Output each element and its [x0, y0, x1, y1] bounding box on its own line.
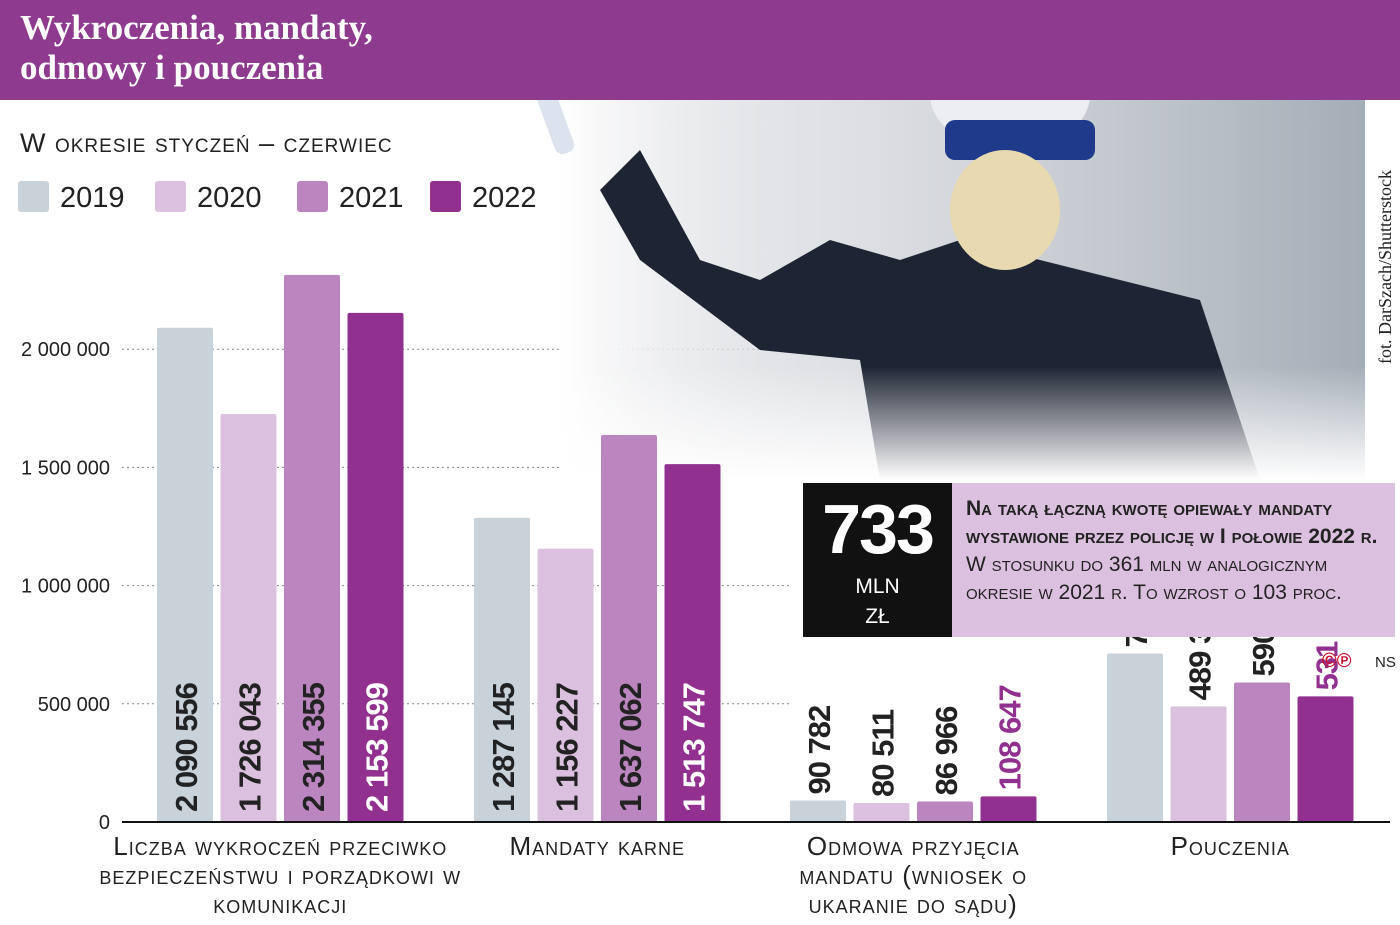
y-tick-label: 1 500 000: [21, 457, 110, 479]
legend-label: 2020: [197, 182, 262, 214]
callout-body: W stosunku do 361 mln w analogicznym okr…: [966, 553, 1342, 604]
bar: [1107, 653, 1163, 822]
bar: [347, 312, 404, 822]
legend-label: 2021: [339, 182, 404, 214]
y-tick-label: 2 000 000: [21, 339, 110, 361]
callout-unit: zł: [865, 597, 890, 630]
subtitle: W okresie styczeń – czerwiec: [20, 128, 393, 158]
legend-swatch: [18, 181, 49, 212]
value-label: 2 153 599: [360, 682, 395, 812]
value-label: 2 314 355: [296, 682, 331, 812]
bar: [220, 413, 277, 822]
callout-number: 733: [822, 490, 935, 568]
y-tick-label: 0: [99, 812, 110, 834]
bar: [1170, 706, 1227, 822]
plot: 0 500 000 1 000 000 1 500 000 2 000 000 2019 2…: [18, 181, 1390, 834]
legend-swatch: [430, 181, 461, 212]
bar: [284, 274, 340, 822]
bar: [474, 517, 530, 822]
callout-bold: Na taką łączną kwotę opiewały mandaty wy…: [966, 497, 1378, 548]
chart-title: Wykroczenia, mandaty, odmowy i pouczenia: [20, 8, 373, 87]
callout-unit: mln: [855, 567, 900, 600]
value-label: 90 782: [802, 706, 837, 795]
value-label: 108 647: [993, 685, 1028, 790]
photo-credit: fot. DarSzach/Shutterstock: [1375, 170, 1395, 364]
legend-label: 2022: [472, 182, 537, 214]
header-band: [0, 0, 1400, 100]
value-label: 80 511: [866, 709, 901, 797]
bar: [790, 800, 846, 822]
value-label: 1 726 043: [233, 682, 268, 812]
legend-swatch: [155, 181, 186, 212]
legend-swatch: [297, 181, 328, 212]
y-tick-label: 500 000: [38, 694, 110, 716]
bar: [537, 548, 594, 822]
value-label: 1 287 145: [486, 682, 521, 812]
bar: [917, 801, 973, 822]
bar: [853, 802, 910, 822]
value-label: 2 090 556: [169, 682, 204, 812]
value-label: 1 156 227: [550, 683, 585, 812]
x-tick-label: Pouczenia: [1170, 831, 1290, 861]
value-label: 1 513 747: [677, 683, 712, 812]
callout-text: Na taką łączną kwotę opiewały mandaty wy…: [952, 483, 1395, 637]
author: NS: [1375, 654, 1396, 671]
y-tick-label: 1 000 000: [21, 576, 110, 598]
bar: [601, 434, 657, 822]
legend-label: 2019: [60, 182, 125, 214]
x-tick-label: Odmowa przyjęcia mandatu (wniosek o ukar…: [799, 831, 1028, 919]
value-label: 1 637 062: [613, 683, 648, 812]
x-tick-label: Liczba wykroczeń przeciwko bezpieczeństw…: [99, 831, 462, 919]
bar: [1297, 696, 1354, 822]
bar: [1234, 682, 1290, 822]
bar: [157, 327, 213, 822]
callout-number-box: 733 mln zł: [803, 483, 952, 637]
bar: [980, 796, 1037, 822]
bar: [664, 464, 721, 822]
x-tick-label: Mandaty karne: [509, 831, 686, 861]
copyright: ©℗: [1322, 650, 1352, 672]
value-label: 86 966: [929, 706, 964, 796]
